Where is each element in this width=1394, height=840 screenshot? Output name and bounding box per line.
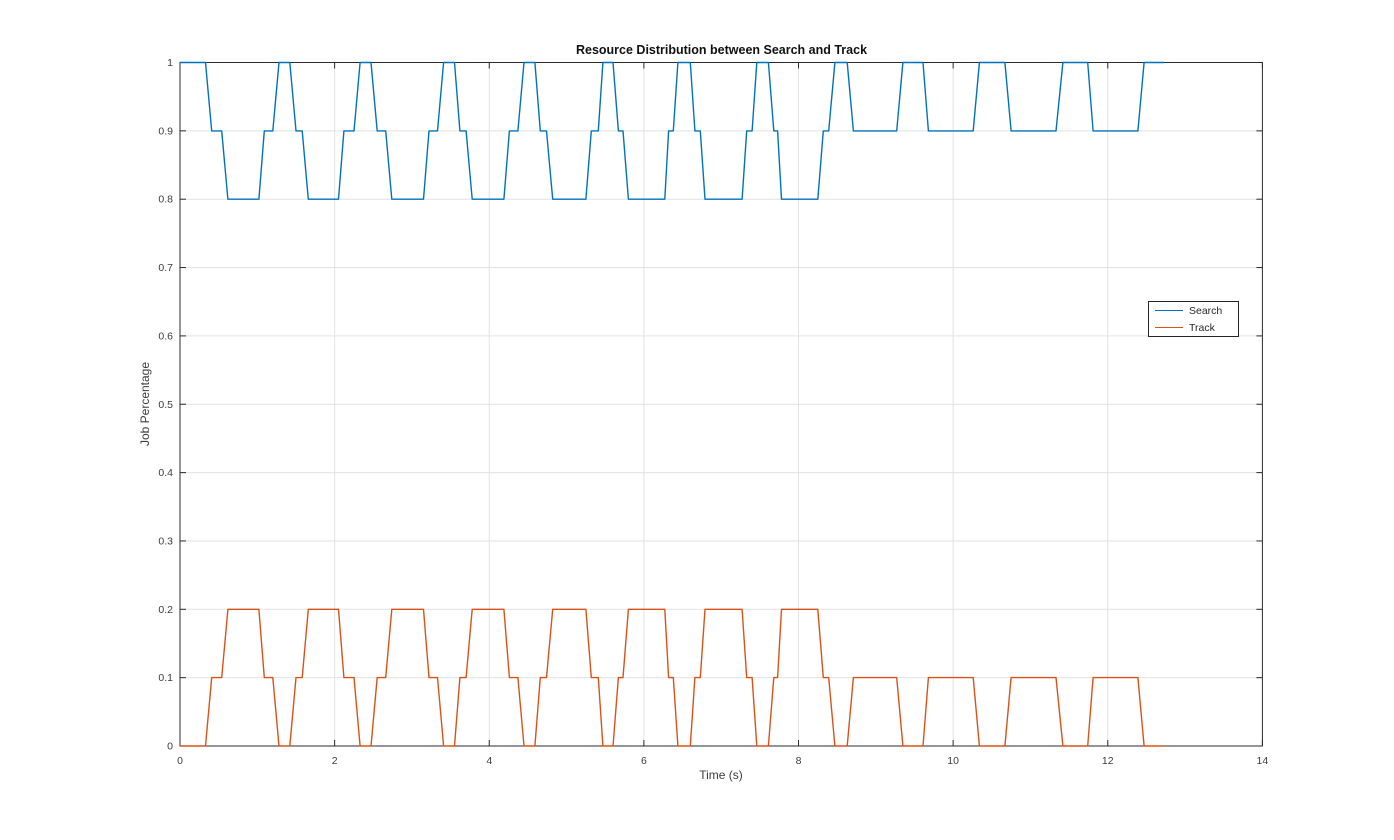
chart-title: Resource Distribution between Search and…: [575, 43, 868, 57]
x-tick-label: 6: [641, 755, 647, 767]
x-tick-label: 2: [332, 755, 338, 767]
legend-item-search: Search: [1155, 304, 1232, 318]
series-line-track: [180, 608, 1165, 747]
x-tick-label: 8: [796, 755, 802, 767]
search-line-swatch: [1155, 310, 1183, 311]
x-tick-label: 12: [1102, 755, 1114, 767]
y-tick-label: 0.8: [158, 194, 173, 206]
y-tick-label: 0.1: [158, 672, 173, 684]
legend-label-track: Track: [1189, 321, 1215, 334]
y-tick-label: 1: [167, 57, 173, 69]
legend[interactable]: Search Track: [1148, 301, 1239, 337]
legend-item-track: Track: [1155, 321, 1232, 335]
legend-label-search: Search: [1189, 304, 1223, 317]
track-line-swatch: [1155, 327, 1183, 328]
x-axis-label: Time (s): [699, 768, 743, 782]
y-tick-label: 0: [167, 741, 173, 753]
x-tick-label: 10: [947, 755, 959, 767]
y-tick-label: 0.5: [158, 399, 173, 411]
y-tick-label: 0.3: [158, 535, 173, 547]
series-line-search: [180, 61, 1165, 200]
x-tick-label: 14: [1257, 755, 1269, 767]
y-tick-label: 0.7: [158, 262, 173, 274]
x-tick-label: 4: [486, 755, 492, 767]
y-tick-label: 0.9: [158, 125, 173, 137]
y-tick-label: 0.6: [158, 330, 173, 342]
y-tick-label: 0.4: [158, 467, 173, 479]
x-tick-label: 0: [177, 755, 183, 767]
y-tick-label: 0.2: [158, 604, 173, 616]
